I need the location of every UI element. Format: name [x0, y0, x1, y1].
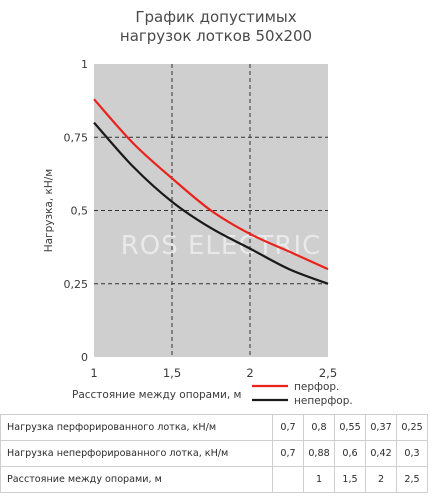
table-cell: 0,6: [334, 440, 366, 467]
table-cell: 2: [365, 466, 397, 493]
table-cell: 0,25: [396, 414, 428, 441]
chart-title: График допустимых нагрузок лотков 50х200: [0, 8, 432, 46]
x-tick-label-3: 2,5: [319, 366, 337, 380]
table-row: Нагрузка перфорированного лотка, кН/м 0,7…: [0, 414, 428, 441]
load-chart: ROS ELECTRIC 1 1,5 2 2,5 0 0,25 0,5 0,75 1 Нагрузк…: [43, 58, 353, 407]
y-tick-label-2: 0,5: [71, 205, 89, 218]
table-cell: 1,5: [334, 466, 366, 493]
table-cell: [272, 466, 304, 493]
table-cell: 2,5: [396, 466, 428, 493]
table-cell: 0,88: [303, 440, 335, 467]
watermark-text: ROS ELECTRIC: [121, 231, 322, 261]
table-cell: 1: [303, 466, 335, 493]
y-tick-label-3: 0,75: [64, 131, 89, 144]
table-row-label: Расстояние между опорами, м: [0, 466, 273, 493]
chart-title-line-1: График допустимых: [135, 8, 297, 26]
table-cell: 0,55: [334, 414, 366, 441]
chart-title-line-2: нагрузок лотков 50х200: [119, 27, 313, 45]
legend-label-1: неперфор.: [294, 395, 353, 407]
table-cell: 0,7: [272, 414, 304, 441]
x-axis-label: Расстояние между опорами, м: [72, 389, 241, 401]
table-row: Расстояние между опорами, м 1 1,5 2 2,5: [0, 466, 428, 493]
table-cell: 0,8: [303, 414, 335, 441]
y-tick-label-1: 0,25: [64, 278, 89, 291]
table-cell: 0,7: [272, 440, 304, 467]
load-data-table: Нагрузка перфорированного лотка, кН/м 0,7…: [0, 414, 428, 493]
series-line-0: [93, 98, 329, 271]
table-row-label: Нагрузка неперфорированного лотка, кН/м: [0, 440, 273, 467]
y-axis-label: Нагрузка, кН/м: [43, 169, 55, 252]
y-tick-label-0: 0: [81, 351, 88, 364]
x-tick-label-1: 1,5: [163, 366, 181, 380]
x-tick-label-0: 1: [90, 366, 97, 380]
series-line-1: [93, 121, 329, 285]
legend-label-0: перфор.: [294, 381, 339, 393]
x-tick-label-2: 2: [246, 366, 253, 380]
table-cell: 0,37: [365, 414, 397, 441]
table-row-label: Нагрузка перфорированного лотка, кН/м: [0, 414, 273, 441]
y-tick-label-4: 1: [81, 58, 88, 71]
table-row: Нагрузка неперфорированного лотка, кН/м 0…: [0, 440, 428, 467]
table-cell: 0,3: [396, 440, 428, 467]
table-cell: 0,42: [365, 440, 397, 467]
